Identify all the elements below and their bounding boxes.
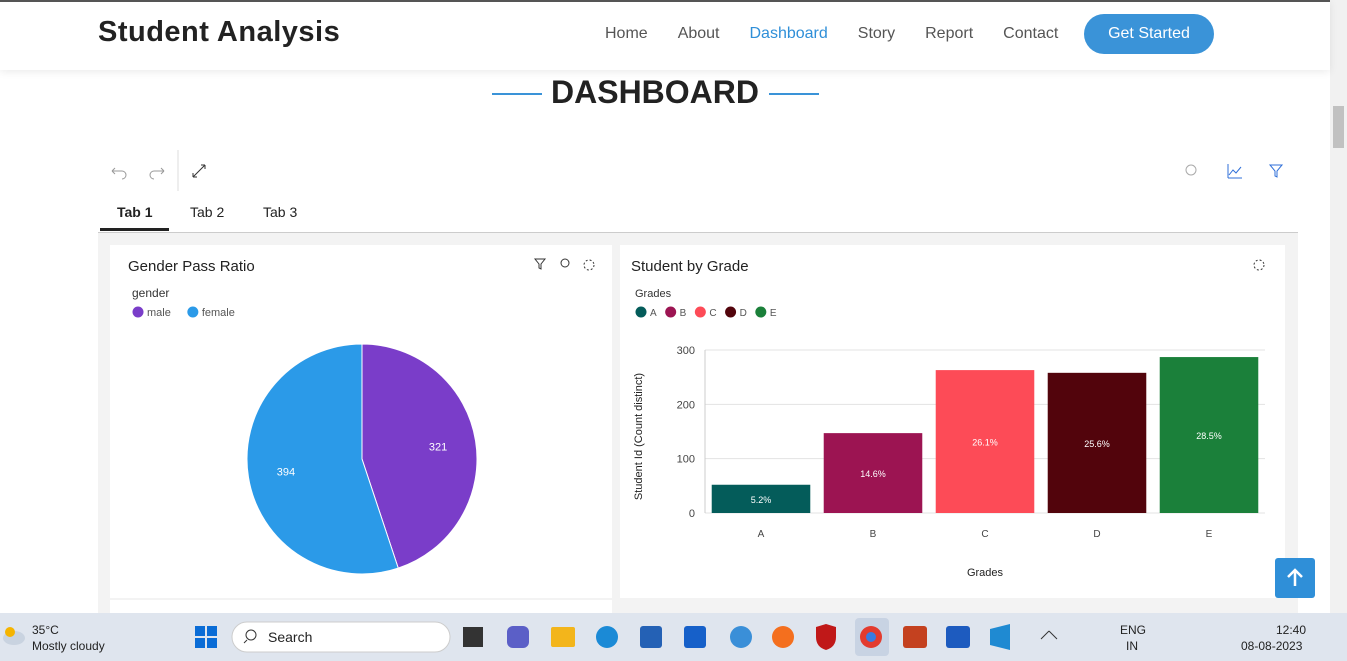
pie-chart: Gender Pass Ratio gender male female 321 394 bbox=[128, 258, 595, 575]
clock-date[interactable]: 08-08-2023 bbox=[1241, 639, 1303, 653]
bar bbox=[935, 370, 1035, 513]
tab[interactable]: Tab 2 bbox=[190, 204, 225, 220]
filter-icon[interactable] bbox=[1268, 164, 1284, 178]
nav-link[interactable]: Report bbox=[925, 25, 974, 42]
region[interactable]: IN bbox=[1126, 639, 1138, 653]
undo-icon[interactable] bbox=[111, 167, 127, 180]
scroll-top-button[interactable] bbox=[1275, 558, 1315, 598]
legend-title: Grades bbox=[635, 288, 672, 300]
y-axis-label: Student Id (Count distinct) bbox=[633, 373, 645, 500]
chart-icon[interactable] bbox=[1227, 164, 1242, 179]
share-label: 14.6% bbox=[860, 469, 886, 479]
card: Gender Pass Ratio gender male female 321 394 bbox=[110, 245, 612, 598]
settings-icon[interactable] bbox=[583, 259, 595, 271]
title-rule bbox=[769, 93, 819, 95]
chart-title: Student by Grade bbox=[631, 258, 749, 275]
share-label: 25.6% bbox=[1084, 439, 1110, 449]
share-label: 28.5% bbox=[1196, 431, 1222, 441]
zoom-icon[interactable] bbox=[1185, 164, 1197, 176]
x-tick-label: C bbox=[981, 529, 988, 540]
bar-chart: Student by Grade Grades A B C D E 0 100 200 300 5.2… bbox=[631, 258, 1265, 579]
legend-label: B bbox=[680, 308, 687, 319]
taskbar: 35°C Mostly cloudy Search ENG IN 12:40 0… bbox=[0, 613, 1347, 661]
scroll-thumb[interactable] bbox=[1333, 106, 1344, 148]
chart-title: Gender Pass Ratio bbox=[128, 258, 255, 275]
pie-slice bbox=[361, 343, 478, 569]
legend-swatch bbox=[755, 306, 767, 318]
expand-icon[interactable] bbox=[192, 164, 206, 178]
legend-title: gender bbox=[132, 286, 169, 300]
bar bbox=[823, 433, 923, 513]
brand[interactable]: Student Analysis bbox=[98, 16, 341, 48]
weather-temp[interactable]: 35°C bbox=[32, 623, 59, 637]
y-tick-label: 300 bbox=[677, 345, 695, 357]
nav-link[interactable]: About bbox=[677, 25, 720, 42]
legend-swatch bbox=[694, 306, 706, 318]
x-tick-label: E bbox=[1206, 529, 1213, 540]
y-tick-label: 100 bbox=[677, 454, 695, 466]
tab[interactable]: Tab 3 bbox=[263, 204, 298, 220]
data-label: 394 bbox=[277, 466, 295, 478]
legend-swatch bbox=[635, 306, 647, 318]
share-label: 5.2% bbox=[751, 495, 772, 505]
search-text[interactable]: Search bbox=[268, 629, 313, 645]
legend-label: C bbox=[709, 308, 716, 319]
bar bbox=[1047, 372, 1147, 513]
filter-icon[interactable] bbox=[533, 258, 547, 270]
data-label: 321 bbox=[429, 442, 447, 454]
nav-link[interactable]: Story bbox=[857, 25, 896, 42]
weather-text[interactable]: Mostly cloudy bbox=[32, 639, 105, 653]
language[interactable]: ENG bbox=[1120, 623, 1147, 637]
scrollbar[interactable] bbox=[1330, 0, 1347, 613]
legend-label: male bbox=[147, 307, 171, 319]
legend-label: female bbox=[202, 307, 235, 319]
legend-swatch bbox=[725, 306, 737, 318]
pie-slice bbox=[246, 343, 399, 575]
bar bbox=[1159, 357, 1259, 513]
x-tick-label: D bbox=[1093, 529, 1100, 540]
legend-label: E bbox=[770, 308, 777, 319]
y-tick-label: 0 bbox=[689, 508, 695, 520]
toolbar bbox=[98, 150, 1298, 192]
x-axis-label: Grades bbox=[967, 567, 1004, 579]
settings-icon[interactable] bbox=[1253, 259, 1265, 271]
legend-label: A bbox=[650, 308, 657, 319]
bar bbox=[711, 484, 811, 513]
legend-swatch bbox=[132, 306, 144, 318]
nav-link[interactable]: Contact bbox=[1003, 25, 1059, 42]
tab[interactable]: Tab 1 bbox=[117, 204, 153, 220]
toolbar-icons bbox=[111, 150, 1284, 191]
y-tick-label: 200 bbox=[677, 399, 695, 411]
clock-time[interactable]: 12:40 bbox=[1276, 623, 1307, 637]
get-started-button[interactable]: Get Started bbox=[1084, 14, 1214, 54]
active-tab-underline bbox=[100, 228, 169, 231]
section-title: DASHBOARD bbox=[551, 74, 759, 110]
search-box[interactable] bbox=[231, 621, 451, 653]
insight-icon[interactable] bbox=[560, 258, 570, 268]
legend-swatch bbox=[187, 306, 199, 318]
title-rule bbox=[492, 93, 542, 95]
card: Student by Grade Grades A B C D E 0 100 200 300 5.2… bbox=[620, 245, 1285, 598]
redo-icon[interactable] bbox=[149, 167, 165, 180]
nav-links: Home About Dashboard Story Report Contact bbox=[590, 25, 1073, 43]
taskbar-icons bbox=[3, 618, 1058, 656]
x-tick-label: B bbox=[870, 529, 877, 540]
share-label: 26.1% bbox=[972, 438, 998, 448]
tabs-bar bbox=[98, 191, 1298, 233]
nav-link[interactable]: Dashboard bbox=[749, 25, 828, 42]
card bbox=[110, 600, 612, 613]
nav-link[interactable]: Home bbox=[605, 25, 648, 42]
legend-swatch bbox=[665, 306, 677, 318]
legend-label: D bbox=[740, 308, 747, 319]
x-tick-label: A bbox=[758, 529, 765, 540]
